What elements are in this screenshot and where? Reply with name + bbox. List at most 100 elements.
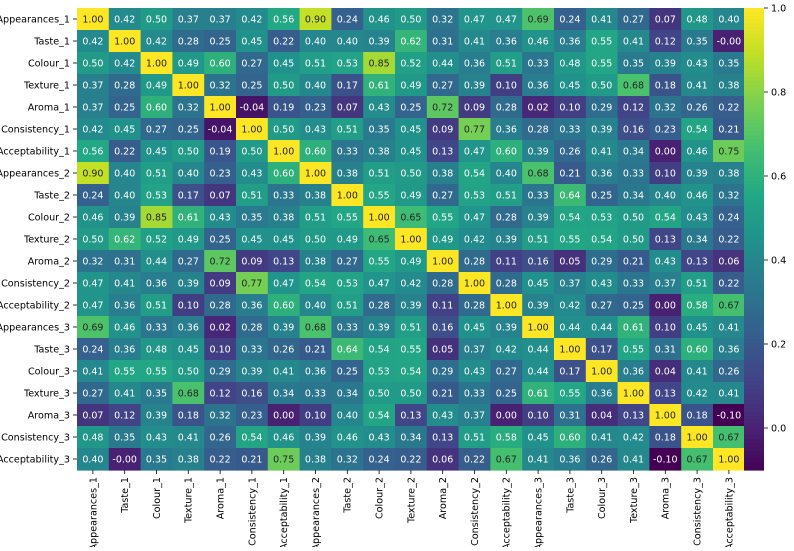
cell-value-label: 0.23 xyxy=(210,169,231,180)
heatmap-cell xyxy=(681,162,714,185)
cell-value-label: 0.51 xyxy=(496,191,517,202)
cell-value-label: 0.50 xyxy=(591,81,612,92)
cell-value-label: 0.35 xyxy=(718,59,739,70)
cell-value-label: 0.42 xyxy=(114,15,135,26)
heatmap-cell xyxy=(236,228,269,251)
y-tick-label: Colour_1 xyxy=(28,58,70,69)
colorbar-segment xyxy=(744,412,764,417)
heatmap-cell xyxy=(77,316,110,339)
heatmap-cell xyxy=(681,206,714,229)
heatmap-cell xyxy=(681,74,714,97)
cell-value-label: 0.16 xyxy=(241,389,262,400)
heatmap-cell xyxy=(554,162,587,185)
colorbar-segment xyxy=(744,335,764,340)
heatmap-cell xyxy=(108,8,142,31)
heatmap-cell xyxy=(426,118,460,141)
y-tick-label: Consistency_1 xyxy=(1,124,70,135)
colorbar-segment xyxy=(744,327,764,332)
heatmap-cell xyxy=(267,382,301,405)
colorbar-segment xyxy=(744,27,764,32)
cell-value-label: 0.49 xyxy=(432,235,453,246)
heatmap-cell xyxy=(108,206,142,229)
heatmap-cell xyxy=(554,118,587,141)
heatmap-cell xyxy=(713,250,746,273)
cell-value-label: 0.22 xyxy=(210,455,231,466)
cell-value-label: 0.62 xyxy=(400,37,421,48)
heatmap-cell xyxy=(267,316,301,339)
heatmap-cell xyxy=(108,30,142,53)
heatmap-cell xyxy=(522,404,555,427)
cell-value-label: 0.34 xyxy=(273,389,294,400)
heatmap-cell xyxy=(649,382,682,405)
heatmap-cell xyxy=(77,250,110,273)
heatmap-cell xyxy=(172,228,205,251)
heatmap-cell xyxy=(585,206,619,229)
cell-value-label: 0.27 xyxy=(82,389,103,400)
cell-value-label: -0.10 xyxy=(653,455,678,466)
heatmap-cell xyxy=(172,96,205,119)
heatmap-cell xyxy=(585,294,619,317)
cell-value-label: 0.11 xyxy=(432,301,453,312)
heatmap-cell xyxy=(554,338,587,361)
heatmap-cell xyxy=(140,426,173,449)
cell-value-label: 0.69 xyxy=(528,15,549,26)
heatmap-cell xyxy=(331,184,364,207)
heatmap-cell xyxy=(363,118,396,141)
colorbar-segment xyxy=(744,50,764,55)
heatmap-cell xyxy=(522,30,555,53)
heatmap-cell xyxy=(395,162,428,185)
heatmap-cell xyxy=(426,30,460,53)
heatmap-cell xyxy=(649,294,682,317)
cell-value-label: 0.21 xyxy=(241,455,262,466)
heatmap-cell xyxy=(77,184,110,207)
colorbar-segment xyxy=(744,138,764,144)
cell-value-label: 0.36 xyxy=(178,323,199,334)
cell-value-label: 0.41 xyxy=(591,147,612,158)
cell-value-label: 0.50 xyxy=(623,235,644,246)
heatmap-cell xyxy=(426,162,460,185)
cell-value-label: 0.28 xyxy=(114,81,135,92)
heatmap-cell xyxy=(77,30,110,53)
heatmap-cell xyxy=(458,404,491,427)
heatmap-cell xyxy=(236,250,269,273)
heatmap-cell xyxy=(585,316,619,339)
heatmap-cell xyxy=(649,206,682,229)
cell-value-label: 0.27 xyxy=(591,301,612,312)
y-tick-label: Consistency_2 xyxy=(1,278,70,289)
heatmap-cell xyxy=(140,228,173,251)
heatmap-cell xyxy=(77,52,110,75)
cell-value-label: 0.22 xyxy=(718,103,739,114)
cell-value-label: 0.41 xyxy=(623,455,644,466)
cell-value-label: 0.40 xyxy=(305,81,326,92)
heatmap-cell xyxy=(617,360,650,383)
heatmap-cell xyxy=(395,316,428,339)
heatmap-cell xyxy=(331,404,364,427)
cell-value-label: 0.25 xyxy=(337,367,358,378)
heatmap-cell xyxy=(681,184,714,207)
heatmap-cell xyxy=(426,96,460,119)
cell-value-label: 0.51 xyxy=(305,59,326,70)
colorbar-segment xyxy=(744,408,764,413)
heatmap-cell xyxy=(490,8,523,31)
cell-value-label: 0.13 xyxy=(432,433,453,444)
cell-value-label: 0.00 xyxy=(496,411,517,422)
cell-value-label: 0.60 xyxy=(687,345,708,356)
x-tick-label: Taste_2 xyxy=(343,477,354,514)
cell-value-label: 0.25 xyxy=(623,301,644,312)
cell-value-label: 0.45 xyxy=(400,147,421,158)
heatmap-cell xyxy=(395,184,428,207)
cell-value-label: 0.54 xyxy=(464,169,485,180)
cell-value-label: 0.36 xyxy=(559,455,580,466)
cell-value-label: 0.44 xyxy=(432,59,453,70)
heatmap-cell xyxy=(554,250,587,273)
heatmap-cell xyxy=(363,448,396,471)
colorbar-segment xyxy=(744,289,764,294)
colorbar-segment xyxy=(744,73,764,78)
heatmap-cell xyxy=(490,184,523,207)
cell-value-label: 0.50 xyxy=(400,169,421,180)
cell-value-label: 0.07 xyxy=(210,191,231,202)
cell-value-label: 0.53 xyxy=(337,279,358,290)
cell-value-label: 0.55 xyxy=(432,213,453,224)
cell-value-label: 0.51 xyxy=(400,323,421,334)
heatmap-cell xyxy=(395,272,428,295)
